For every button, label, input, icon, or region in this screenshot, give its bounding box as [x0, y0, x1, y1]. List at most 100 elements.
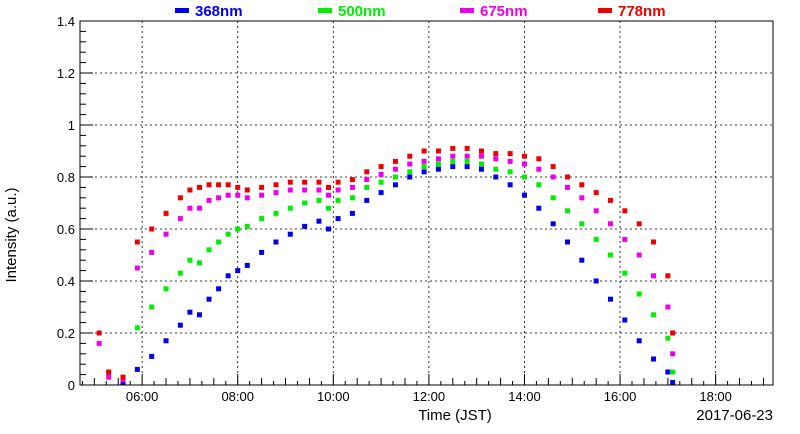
- data-point-675nm: [665, 304, 671, 310]
- data-point-500nm: [216, 239, 222, 245]
- data-point-675nm: [378, 171, 384, 177]
- data-point-778nm: [564, 174, 570, 180]
- data-point-675nm: [450, 153, 456, 159]
- data-point-778nm: [622, 208, 628, 214]
- data-point-368nm: [244, 262, 250, 268]
- data-point-675nm: [651, 273, 657, 279]
- data-point-778nm: [134, 239, 140, 245]
- data-point-500nm: [507, 169, 513, 175]
- data-point-675nm: [216, 195, 222, 201]
- data-point-675nm: [579, 195, 585, 201]
- data-point-500nm: [392, 174, 398, 180]
- data-point-778nm: [550, 164, 556, 170]
- data-point-675nm: [593, 208, 599, 214]
- data-point-368nm: [316, 218, 322, 224]
- data-point-368nm: [163, 338, 169, 344]
- y-tick-label: 0.2: [57, 326, 75, 341]
- legend-label-675nm: 675nm: [480, 3, 528, 20]
- legend-swatch-368nm: [175, 8, 189, 13]
- data-point-778nm: [521, 153, 527, 159]
- data-point-368nm: [564, 239, 570, 245]
- data-point-778nm: [435, 148, 441, 154]
- data-point-675nm: [134, 265, 140, 271]
- data-point-778nm: [636, 221, 642, 227]
- y-tick-label: 1.2: [57, 66, 75, 81]
- data-point-778nm: [536, 156, 542, 162]
- data-point-500nm: [287, 205, 293, 211]
- data-point-500nm: [651, 312, 657, 318]
- data-point-778nm: [670, 330, 676, 336]
- data-point-500nm: [536, 182, 542, 188]
- data-point-675nm: [421, 158, 427, 164]
- data-point-778nm: [206, 182, 212, 188]
- data-point-778nm: [196, 184, 202, 190]
- data-point-778nm: [493, 151, 499, 157]
- data-point-675nm: [636, 252, 642, 258]
- data-point-500nm: [378, 179, 384, 185]
- data-point-675nm: [259, 192, 265, 198]
- data-point-500nm: [187, 257, 193, 263]
- data-point-368nm: [464, 164, 470, 170]
- legend-swatch-675nm: [460, 8, 474, 13]
- x-tick-label: 18:00: [699, 389, 732, 404]
- y-tick-label: 0.4: [57, 274, 75, 289]
- legend-label-368nm: 368nm: [195, 3, 243, 20]
- x-tick-label: 12:00: [413, 389, 446, 404]
- data-point-368nm: [335, 216, 341, 222]
- data-point-500nm: [326, 205, 332, 211]
- data-point-675nm: [316, 187, 322, 193]
- y-tick-label: 0.8: [57, 170, 75, 185]
- data-point-500nm: [206, 247, 212, 253]
- data-point-778nm: [392, 158, 398, 164]
- data-point-368nm: [259, 249, 265, 255]
- data-point-368nm: [302, 223, 308, 229]
- legend-label-500nm: 500nm: [338, 3, 386, 20]
- data-point-500nm: [564, 208, 570, 214]
- data-point-368nm: [149, 353, 155, 359]
- data-point-778nm: [96, 330, 102, 336]
- data-point-368nm: [608, 296, 614, 302]
- data-point-675nm: [564, 184, 570, 190]
- data-point-500nm: [349, 195, 355, 201]
- plot-frame: [79, 20, 774, 386]
- data-point-778nm: [244, 187, 250, 193]
- data-point-778nm: [335, 179, 341, 185]
- data-point-500nm: [149, 304, 155, 310]
- x-tick-label: 16:00: [604, 389, 637, 404]
- data-point-778nm: [163, 210, 169, 216]
- data-point-778nm: [349, 177, 355, 183]
- data-point-500nm: [407, 169, 413, 175]
- x-axis-title: Time (JST): [418, 407, 492, 424]
- y-tick-label: 0: [68, 378, 75, 393]
- data-point-368nm: [579, 257, 585, 263]
- data-point-778nm: [579, 182, 585, 188]
- data-point-675nm: [225, 192, 231, 198]
- data-point-500nm: [335, 197, 341, 203]
- data-point-500nm: [593, 236, 599, 242]
- data-point-778nm: [273, 182, 279, 188]
- data-point-778nm: [378, 164, 384, 170]
- data-point-778nm: [225, 182, 231, 188]
- data-point-500nm: [550, 195, 556, 201]
- data-point-500nm: [478, 161, 484, 167]
- data-point-675nm: [478, 153, 484, 159]
- data-point-500nm: [244, 223, 250, 229]
- data-point-368nm: [196, 312, 202, 318]
- data-point-675nm: [349, 184, 355, 190]
- data-point-778nm: [593, 190, 599, 196]
- data-point-368nm: [392, 182, 398, 188]
- data-point-675nm: [177, 216, 183, 222]
- data-point-778nm: [608, 197, 614, 203]
- data-point-368nm: [435, 166, 441, 172]
- data-point-368nm: [235, 268, 241, 274]
- y-tick-label: 0.6: [57, 222, 75, 237]
- data-point-778nm: [235, 184, 241, 190]
- data-point-675nm: [235, 192, 241, 198]
- data-point-368nm: [326, 226, 332, 232]
- data-point-778nm: [187, 187, 193, 193]
- legend-swatch-500nm: [318, 8, 332, 13]
- data-point-500nm: [450, 158, 456, 164]
- data-point-500nm: [225, 231, 231, 237]
- data-point-500nm: [106, 372, 112, 378]
